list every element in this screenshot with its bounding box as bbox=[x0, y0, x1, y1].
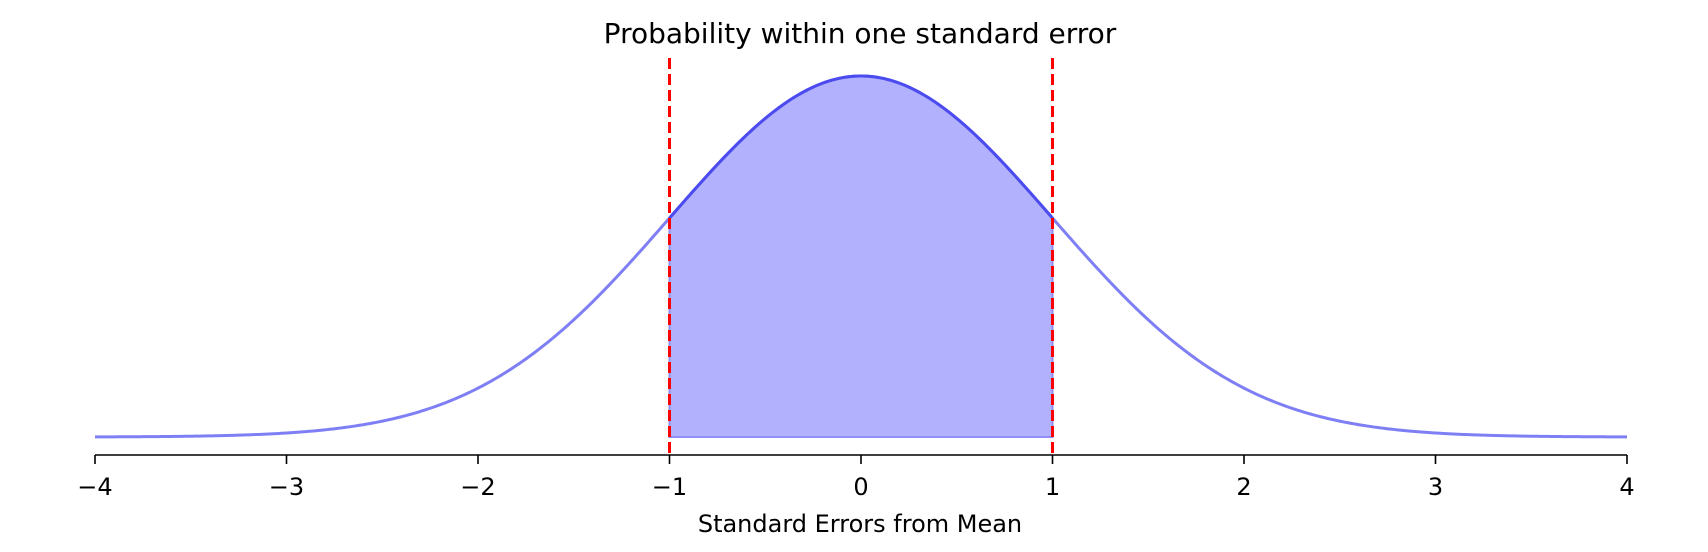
x-tick-label: 4 bbox=[1619, 473, 1634, 501]
plot-area bbox=[94, 58, 1628, 455]
x-tick-label: 3 bbox=[1428, 473, 1443, 501]
x-tick-label: −3 bbox=[269, 473, 304, 501]
x-tick-label: 1 bbox=[1045, 473, 1060, 501]
x-tick-label: 2 bbox=[1236, 473, 1251, 501]
chart-title: Probability within one standard error bbox=[604, 17, 1117, 50]
x-tick-label: −2 bbox=[460, 473, 495, 501]
x-tick-label: −1 bbox=[652, 473, 687, 501]
shaded-region-top-edge bbox=[668, 74, 1054, 220]
x-tick-label: 0 bbox=[853, 473, 868, 501]
x-axis: −4 −3 −2 −1 0 1 2 3 4 bbox=[77, 454, 1635, 501]
x-axis-label: Standard Errors from Mean bbox=[698, 510, 1022, 538]
x-tick-label: −4 bbox=[77, 473, 112, 501]
